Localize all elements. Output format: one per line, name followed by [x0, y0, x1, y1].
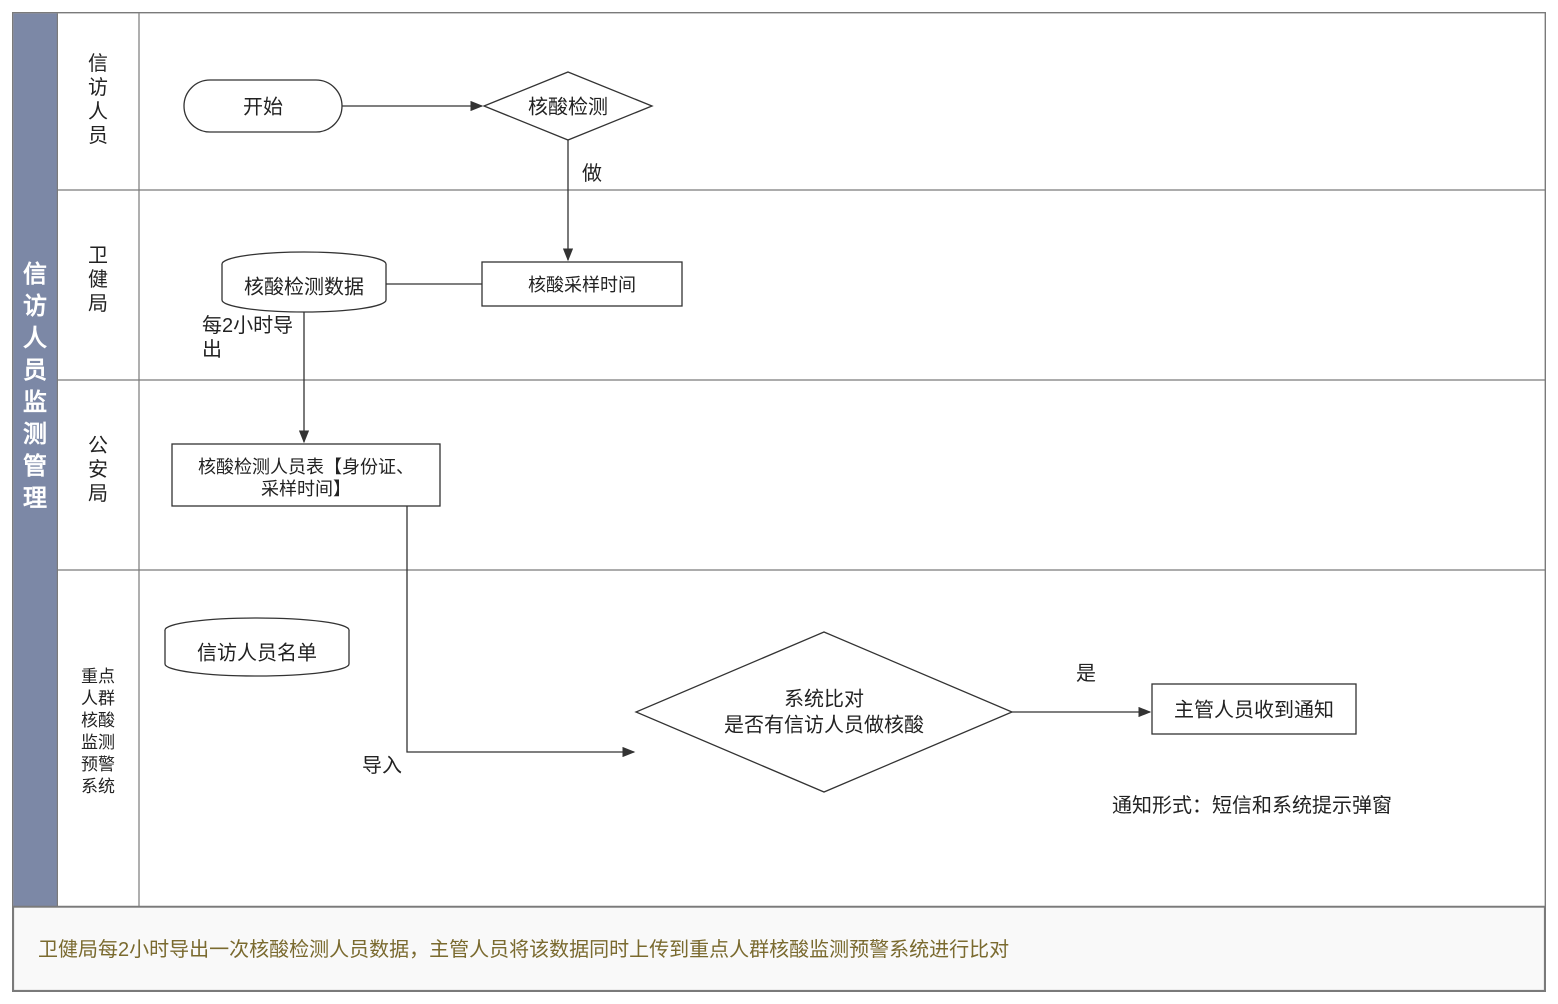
edge-label-import: 导入	[362, 755, 402, 777]
svg-text:人: 人	[88, 100, 108, 123]
svg-text:公: 公	[88, 435, 108, 457]
node-d_match: 系统比对 是否有信访人员做核酸	[636, 632, 1012, 792]
pool-title-char: 管	[23, 452, 47, 480]
svg-text:核酸检测: 核酸检测	[528, 95, 608, 118]
pool-title-char: 信	[23, 260, 47, 288]
pool-title-char: 访	[23, 293, 47, 320]
node-sample_t: 核酸采样时间	[482, 262, 682, 306]
node-d_test: 核酸检测	[484, 72, 652, 140]
svg-text:卫: 卫	[88, 245, 108, 267]
node-list_db: 信访人员名单	[165, 618, 349, 676]
notify-note-text: 通知形式：短信和系统提示弹窗	[1112, 794, 1392, 817]
edge-table-to-d_match	[407, 506, 634, 752]
note-text: 卫健局每2小时导出一次核酸检测人员数据，主管人员将该数据同时上传到重点人群核酸监…	[38, 938, 1009, 961]
svg-text:局: 局	[88, 483, 108, 505]
pool-title-char: 人	[23, 325, 47, 352]
svg-text:员: 员	[88, 125, 108, 147]
svg-text:核酸检测人员表【身份证、: 核酸检测人员表【身份证、	[198, 457, 414, 477]
edge-label-export-l1: 每2小时导	[202, 314, 293, 337]
swimlane-diagram: 信 访 人 员 监 测 管 理 信 访 人 员 卫 健 局 公 安 局 重点 人…	[0, 0, 1558, 1004]
edge-label-do: 做	[582, 162, 602, 185]
node-table: 核酸检测人员表【身份证、 采样时间】	[172, 444, 440, 506]
svg-text:人群: 人群	[81, 689, 115, 708]
diagram-svg: 信 访 人 员 监 测 管 理 信 访 人 员 卫 健 局 公 安 局 重点 人…	[12, 12, 1546, 992]
svg-text:开始: 开始	[243, 95, 283, 118]
svg-text:健: 健	[88, 268, 108, 291]
svg-text:是否有信访人员做核酸: 是否有信访人员做核酸	[724, 713, 924, 736]
svg-text:核酸检测数据: 核酸检测数据	[244, 275, 364, 298]
svg-text:主管人员收到通知: 主管人员收到通知	[1174, 698, 1334, 721]
pool-title-char: 员	[23, 357, 47, 384]
lane-label-4: 重点 人群 核酸 监测 预警 系统	[81, 667, 115, 796]
node-start: 开始	[184, 80, 342, 132]
svg-text:监测: 监测	[81, 733, 115, 752]
lane-label-2: 卫 健 局	[88, 245, 108, 315]
svg-text:系统比对: 系统比对	[784, 687, 864, 710]
svg-text:系统: 系统	[81, 777, 115, 796]
lane-label-3: 公 安 局	[88, 435, 108, 505]
svg-text:信: 信	[88, 52, 108, 75]
node-notify: 主管人员收到通知	[1152, 684, 1356, 734]
svg-text:安: 安	[88, 458, 108, 481]
svg-text:重点: 重点	[81, 667, 115, 686]
svg-text:访: 访	[88, 76, 108, 99]
svg-text:信访人员名单: 信访人员名单	[197, 641, 317, 664]
svg-text:核酸: 核酸	[81, 711, 115, 730]
node-data_db: 核酸检测数据	[222, 252, 386, 312]
edge-label-export-l2: 出	[202, 338, 222, 361]
svg-text:核酸采样时间: 核酸采样时间	[528, 275, 636, 295]
svg-text:预警: 预警	[81, 755, 115, 774]
pool-title-char: 理	[23, 485, 47, 512]
pool-title-char: 测	[23, 421, 47, 448]
svg-text:局: 局	[88, 293, 108, 315]
edge-label-yes: 是	[1076, 663, 1096, 685]
pool-title-char: 监	[23, 389, 47, 416]
lane-label-1: 信 访 人 员	[88, 52, 108, 147]
svg-text:采样时间】: 采样时间】	[261, 479, 351, 499]
